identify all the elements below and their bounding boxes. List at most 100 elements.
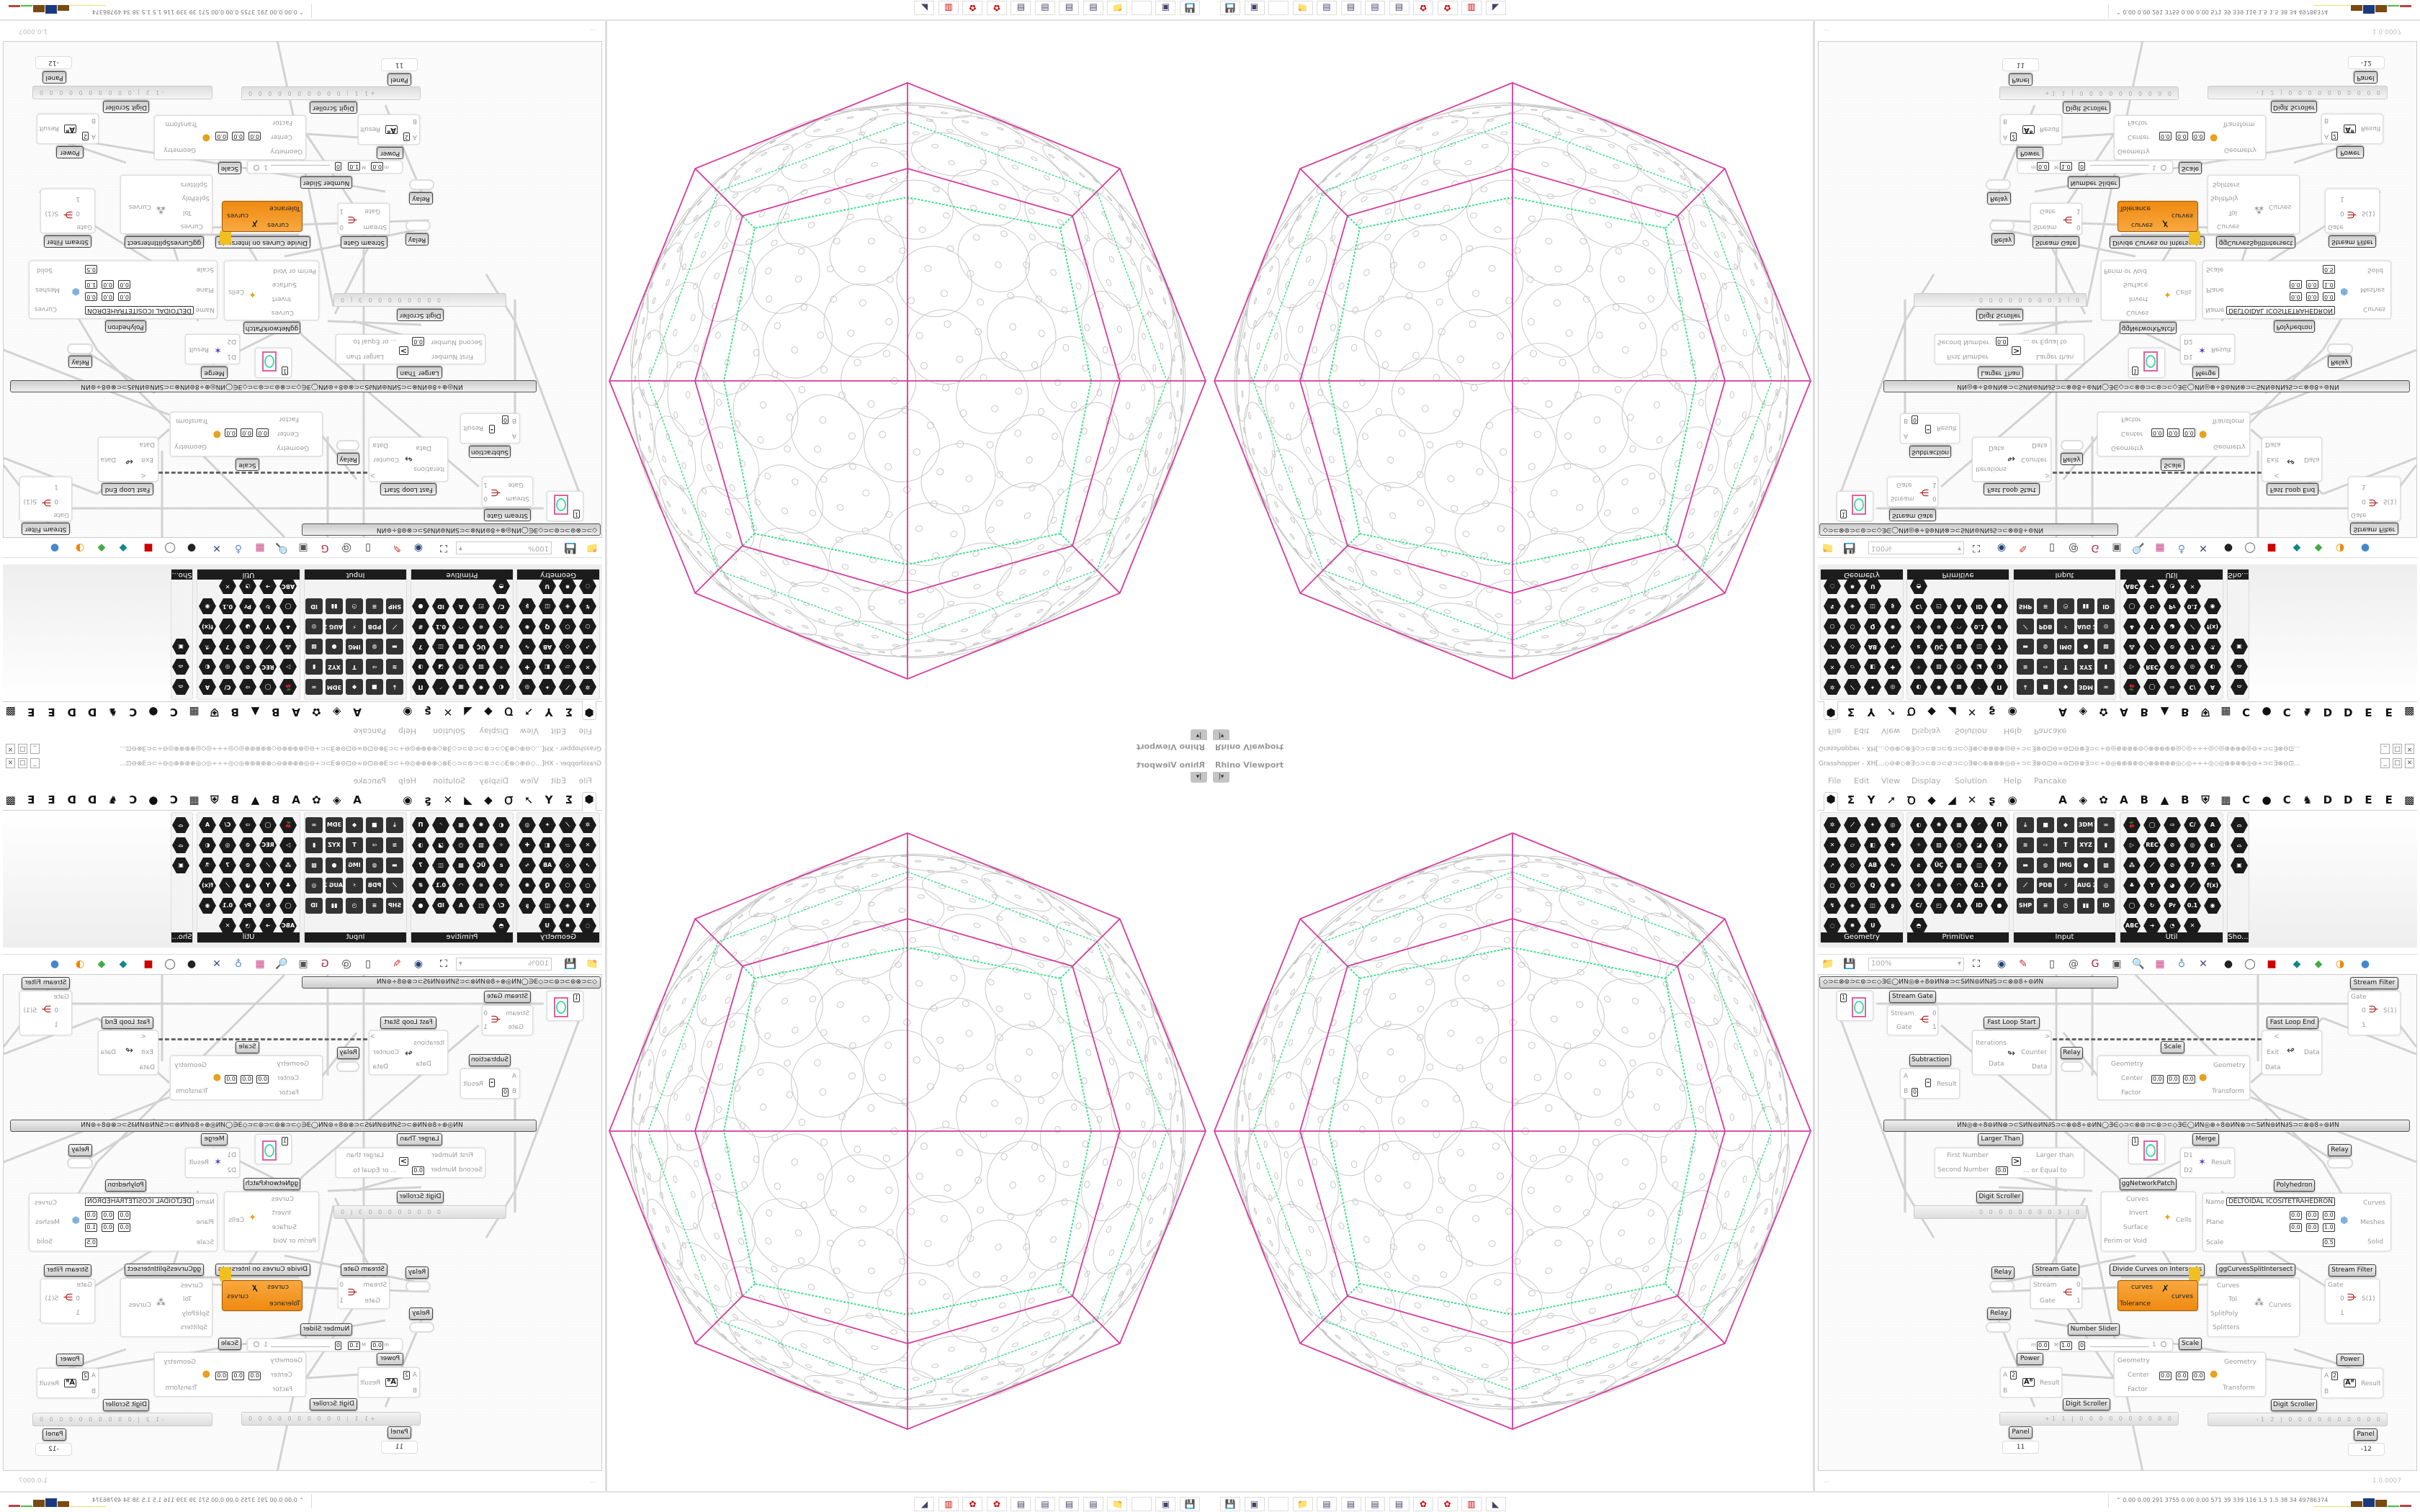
zoom-extents-icon[interactable]: ⛶	[440, 542, 447, 554]
circle-param[interactable]: 1	[2128, 1134, 2165, 1164]
menu-file[interactable]: File	[1828, 726, 1842, 736]
center-y[interactable]: 0.0	[2176, 132, 2188, 140]
component-icon[interactable]: ✹	[559, 578, 576, 594]
input-port[interactable]: Plane	[196, 286, 214, 293]
component-icon[interactable]: ◎	[2097, 618, 2115, 634]
output-port[interactable]: ... or Equal to	[353, 1167, 397, 1174]
green-icon[interactable]: ◆	[2314, 542, 2323, 554]
input-port[interactable]: Geometry	[270, 148, 302, 155]
digit-scroller[interactable]: +1 1 | 0 0 0 0 0 0 0 0 0 0	[1999, 1412, 2179, 1426]
component-icon[interactable]: ✕	[219, 918, 236, 934]
server-icon[interactable]: ▣	[1244, 1497, 1265, 1511]
preview-icon[interactable]: ▣	[2112, 958, 2122, 970]
component-icon[interactable]: ⤓	[2017, 817, 2034, 833]
component-icon[interactable]: f(x)	[2204, 878, 2221, 894]
output-port[interactable]: Transform	[2223, 1385, 2255, 1392]
relay-component[interactable]	[409, 179, 434, 190]
origin-z[interactable]: 0.0	[2323, 1211, 2335, 1220]
tab-23[interactable]: D	[2323, 793, 2333, 806]
component-icon[interactable]: ➚	[1824, 639, 1841, 654]
curves-split-label[interactable]: ggCurvesSplitIntersect	[125, 236, 204, 248]
power-component[interactable]: A 2 B Aᴮ Result	[2000, 114, 2062, 145]
component-icon[interactable]: ■	[2037, 679, 2054, 695]
component-icon[interactable]: ABC	[279, 918, 297, 934]
component-icon[interactable]: ✕	[2184, 578, 2201, 594]
panel-label[interactable]: Panel	[387, 73, 411, 86]
number-slider[interactable]: m 0.0 M 1.0 0 1	[2017, 1338, 2173, 1351]
component-icon[interactable]: A	[2204, 817, 2221, 833]
ribbon-panel-label[interactable]: Geometry	[517, 932, 599, 942]
red-app-icon[interactable]: ✿	[962, 1497, 983, 1511]
output-port[interactable]: Solid	[37, 266, 53, 274]
component-icon[interactable]: C/	[1910, 898, 1927, 914]
viewport-dropdown[interactable]: |▾	[1191, 772, 1207, 783]
component-icon[interactable]: C/	[219, 679, 236, 695]
output-port[interactable]: Result	[2040, 1380, 2060, 1387]
component-icon[interactable]: ▮▮	[2077, 598, 2094, 614]
relay-component[interactable]	[2327, 343, 2353, 354]
digit-scroller-label[interactable]: Digit Scroller	[1976, 309, 2023, 321]
black-cat-icon[interactable]: ◣	[914, 1, 935, 15]
stream-filter-component[interactable]: Gate 0 1 ⋺ S(1)	[19, 477, 72, 521]
output-port[interactable]: S(1)	[2383, 498, 2397, 505]
component-icon[interactable]: ✲	[579, 679, 596, 695]
orange-sphere-icon[interactable]: ◑	[2335, 542, 2345, 554]
component-icon[interactable]: ✺	[1930, 679, 1948, 695]
component-icon[interactable]: ◐	[493, 679, 510, 695]
panel[interactable]: 11	[381, 58, 418, 71]
save-v2-icon[interactable]: 💾	[1220, 1, 1240, 15]
component-icon[interactable]: ■	[366, 817, 383, 833]
component-icon[interactable]: #	[412, 618, 429, 634]
component-icon[interactable]: ◐	[2204, 659, 2221, 675]
gha-icon[interactable]: G	[2091, 542, 2099, 554]
component-icon[interactable]: ◪	[432, 837, 449, 853]
component-icon[interactable]: ◧	[539, 837, 556, 853]
stream-gate-label[interactable]: Stream Gate	[2033, 236, 2079, 248]
component-icon[interactable]: 7	[219, 639, 236, 654]
teal-icon[interactable]: ◆	[2293, 958, 2301, 970]
component-icon[interactable]: ○	[1824, 878, 1841, 894]
circle-param[interactable]: 1	[2128, 348, 2165, 378]
relay-component[interactable]	[336, 440, 359, 451]
input-port[interactable]: Center	[270, 133, 292, 140]
output-port[interactable]: curves	[227, 212, 248, 219]
input-port[interactable]: A	[511, 1073, 516, 1080]
origin-x[interactable]: 0.0	[118, 292, 130, 301]
component-icon[interactable]: ⇨	[239, 679, 256, 695]
component-icon[interactable]: ⇨	[2037, 837, 2054, 853]
component-icon[interactable]: ✺	[472, 679, 490, 695]
component-icon[interactable]: A	[452, 598, 470, 614]
digit-scroller-label[interactable]: Digit Scroller	[103, 1399, 149, 1411]
component-icon[interactable]: C/	[1910, 598, 1927, 614]
input-port[interactable]: Plane	[196, 1219, 214, 1226]
input-port[interactable]: A	[91, 132, 96, 140]
input-port[interactable]: Name	[2205, 1199, 2225, 1206]
component-icon[interactable]: ≋	[2017, 837, 2034, 853]
output-port[interactable]: 0	[1932, 1010, 1937, 1017]
scale-component[interactable]: Geometry Center Factor 0.0 0.0 0.0 ● Geo…	[2097, 1056, 2250, 1100]
component-icon[interactable]: ◍	[366, 858, 383, 873]
tab-12[interactable]: ✿	[2099, 706, 2108, 719]
tab-22[interactable]: ♞	[2302, 793, 2313, 806]
component-icon[interactable]: ♣	[2123, 878, 2141, 894]
input-port[interactable]: Exit	[140, 1049, 153, 1056]
output-port[interactable]: Result	[1937, 1081, 1957, 1088]
component-icon[interactable]: #	[412, 878, 429, 894]
merge-component[interactable]: D1 D2 ✶ Result	[185, 334, 240, 364]
component-icon[interactable]: ✺	[519, 618, 536, 634]
input-port[interactable]: Geometry	[2118, 1357, 2150, 1364]
output-port[interactable]: Transform	[176, 1088, 208, 1095]
slider-max[interactable]: 1.0	[2060, 162, 2072, 171]
tab-19[interactable]: C	[2242, 793, 2251, 806]
bulb-icon[interactable]: ♁	[234, 958, 243, 970]
fast-loop-end-component[interactable]: < Exit Data ↫ Data	[98, 437, 158, 482]
center-z[interactable]: 0.0	[2183, 428, 2195, 437]
input-port[interactable]: B	[91, 117, 96, 124]
component-icon[interactable]: ◔	[2164, 578, 2181, 594]
polyhedron-label[interactable]: Polyhedron	[105, 1179, 146, 1192]
component-icon[interactable]: f(x)	[199, 618, 216, 634]
slider-min[interactable]: 0.0	[371, 1341, 383, 1350]
center-y[interactable]: 0.0	[2176, 1372, 2188, 1380]
menu-edit[interactable]: Edit	[550, 726, 566, 736]
name-value[interactable]: DELTOIDAL ICOSITETRAHEDRON	[84, 1197, 194, 1206]
